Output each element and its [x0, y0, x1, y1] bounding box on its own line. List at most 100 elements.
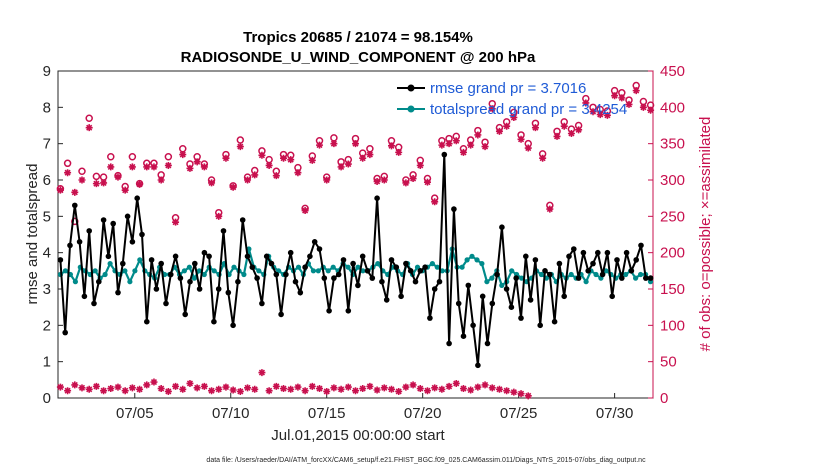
- rmse-point: [571, 246, 577, 252]
- obs-assimilated-point: [481, 143, 489, 151]
- obs-assimilated-point: [395, 148, 403, 156]
- rmse-point: [494, 271, 500, 278]
- obs-assimilated-point: [474, 131, 482, 139]
- rmse-point: [499, 224, 505, 230]
- legend-spread-marker: [407, 105, 415, 113]
- obs-low-point: [495, 385, 503, 393]
- rmse-point: [614, 257, 620, 263]
- rmse-point: [254, 275, 260, 281]
- spread-point: [509, 268, 515, 274]
- obs-assimilated-point: [546, 205, 554, 213]
- y-left-tick-label: 8: [43, 99, 51, 116]
- obs-assimilated-point: [280, 154, 288, 162]
- rmse-point: [398, 293, 404, 300]
- obs-low-point: [193, 384, 201, 392]
- rmse-point: [105, 253, 112, 260]
- rmse-point: [278, 311, 284, 318]
- rmse-point: [513, 275, 519, 281]
- y-right-tick-label: 0: [660, 390, 668, 407]
- rmse-point: [561, 293, 567, 300]
- spread-point: [310, 268, 316, 274]
- obs-low-point: [251, 385, 259, 393]
- obs-low-point: [164, 387, 172, 395]
- obs-assimilated-point: [647, 106, 655, 114]
- spread-point: [538, 271, 545, 278]
- rmse-point: [369, 275, 376, 281]
- obs-low-point: [402, 383, 410, 391]
- obs-low-point: [344, 383, 352, 391]
- obs-assimilated-point: [236, 143, 244, 151]
- obs-assimilated-point: [107, 163, 115, 171]
- rmse-point: [590, 260, 596, 267]
- rmse-point: [153, 286, 160, 292]
- obs-assimilated-point: [488, 105, 496, 113]
- rmse-point: [57, 257, 64, 263]
- obs-assimilated-point: [387, 142, 395, 150]
- obs-assimilated-point: [582, 99, 590, 107]
- spread-point: [231, 264, 237, 270]
- obs-low-point: [208, 387, 216, 395]
- spread-point: [459, 264, 465, 270]
- spread-point: [429, 261, 435, 267]
- obs-assimilated-point: [265, 161, 273, 169]
- obs-marks: [56, 81, 655, 400]
- obs-assimilated-point: [639, 103, 647, 111]
- obs-low-point: [438, 385, 446, 393]
- obs-low-point: [186, 379, 194, 387]
- rmse-point: [503, 286, 510, 292]
- y-right-tick-label: 100: [660, 317, 685, 334]
- obs-low-point: [78, 384, 86, 392]
- rmse-point: [144, 318, 150, 325]
- obs-low-point: [121, 387, 129, 395]
- spread-point: [315, 268, 321, 274]
- obs-low-point: [100, 387, 108, 395]
- y-axis-left-ticks: 0 1 2 3 4 5 6 7 8 9: [43, 63, 63, 407]
- obs-low-point: [316, 385, 324, 393]
- obs-assimilated-point: [438, 141, 446, 149]
- obs-low-point: [387, 385, 395, 393]
- obs-low-point: [143, 381, 151, 389]
- spread-point: [122, 268, 128, 274]
- obs-assimilated-point: [366, 151, 374, 159]
- legend-spread-label: totalspread grand pr = 3.4254: [430, 101, 627, 118]
- obs-assimilated-point: [64, 169, 72, 177]
- obs-low-point: [136, 385, 144, 393]
- rmse-point: [547, 271, 553, 278]
- obs-low-point: [92, 382, 100, 390]
- rmse-point: [460, 333, 467, 340]
- obs-low-point: [200, 382, 208, 390]
- obs-assimilated-point: [71, 188, 79, 196]
- rmse-point: [76, 239, 83, 245]
- rmse-point: [120, 260, 126, 267]
- rmse-point: [307, 253, 313, 260]
- rmse-point: [62, 329, 68, 336]
- spread-point: [325, 268, 331, 274]
- rmse-point: [623, 249, 630, 256]
- rmse-point: [81, 293, 88, 300]
- rmse-point: [427, 315, 433, 321]
- legend: rmse grand pr = 3.7016 totalspread grand…: [397, 80, 627, 118]
- rmse-point: [609, 293, 615, 300]
- rmse-point: [168, 271, 174, 278]
- obs-assimilated-point: [287, 156, 295, 164]
- rmse-point: [431, 286, 438, 292]
- rmse-point: [455, 300, 462, 307]
- rmse-point: [633, 257, 639, 263]
- obs-possible-point: [107, 152, 115, 161]
- obs-low-point: [359, 385, 367, 393]
- obs-low-point: [172, 382, 180, 390]
- rmse-point: [302, 264, 308, 271]
- rmse-point: [537, 322, 543, 329]
- obs-assimilated-point: [575, 126, 583, 134]
- x-tick-label: 07/10: [212, 405, 250, 422]
- rmse-point: [72, 202, 78, 209]
- obs-assimilated-point: [157, 176, 165, 184]
- obs-assimilated-point: [222, 154, 230, 162]
- obs-low-point: [467, 386, 475, 394]
- x-tick-label: 07/25: [500, 405, 538, 422]
- rmse-point: [211, 318, 217, 325]
- rmse-point: [383, 297, 390, 303]
- obs-assimilated-point: [128, 163, 136, 171]
- obs-assimilated-point: [625, 100, 633, 108]
